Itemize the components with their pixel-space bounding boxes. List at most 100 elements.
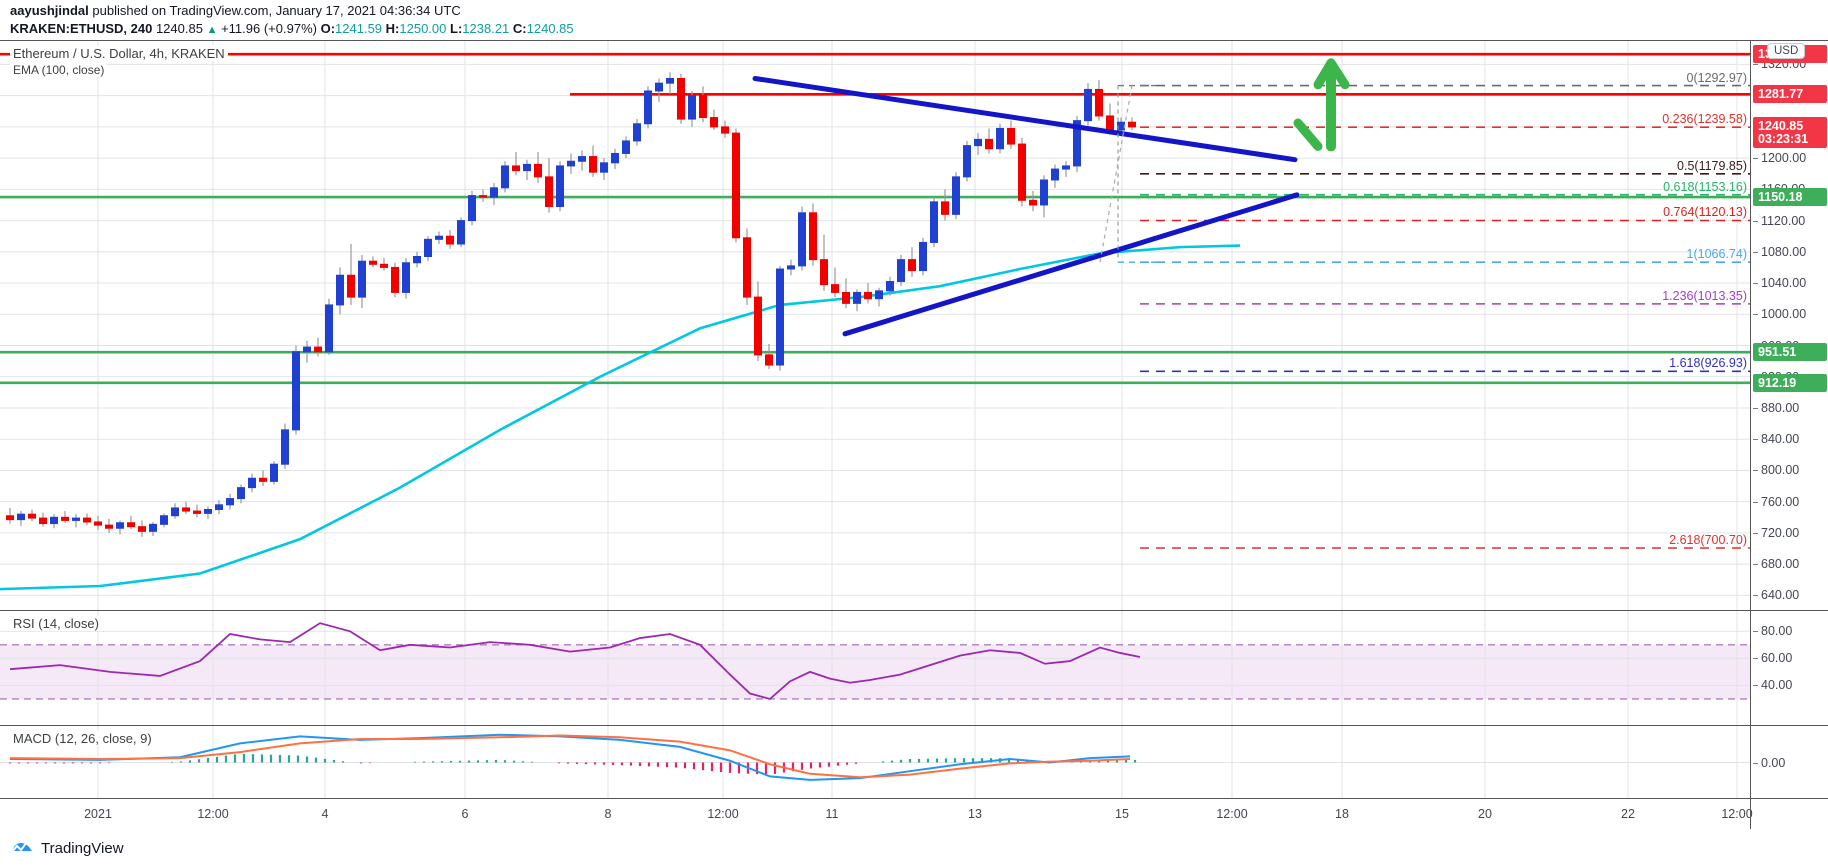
- candle-body: [314, 346, 322, 353]
- descending-resistance: [752, 75, 1298, 163]
- arrow-head-right: [1326, 58, 1350, 90]
- candle-body: [413, 256, 421, 264]
- candle-body: [28, 513, 36, 519]
- candle-body: [479, 195, 487, 198]
- rsi-pane-title: RSI (14, close): [10, 616, 102, 631]
- price-axis-tick: 1120.00: [1752, 213, 1806, 228]
- candle-body: [897, 259, 905, 282]
- candle-body: [237, 487, 245, 500]
- footer: TradingView: [0, 828, 1828, 868]
- candle-body: [1018, 143, 1026, 201]
- candle-body: [886, 280, 894, 292]
- candle-body: [127, 522, 135, 528]
- time-axis-tick: 12:00: [1721, 807, 1753, 821]
- candle-body: [523, 163, 531, 172]
- candle-body: [875, 290, 883, 300]
- macd-svg-layer: [0, 726, 1750, 798]
- rsi-plot-area[interactable]: [0, 611, 1750, 725]
- macd-line: [9, 733, 1131, 781]
- candle-body: [446, 235, 454, 245]
- candle-body: [248, 477, 256, 489]
- fib-level-label: 0.764(1120.13): [1663, 205, 1747, 220]
- price-axis-tick: 720.00: [1752, 525, 1800, 540]
- candle-body: [336, 274, 344, 306]
- price-axis-tick: 640.00: [1752, 588, 1800, 603]
- candle-body: [204, 508, 212, 514]
- price-axis-badge: 1281.77: [1753, 85, 1827, 104]
- candle-body: [402, 262, 410, 293]
- author-name: aayushjindal: [10, 3, 89, 18]
- candle-body: [160, 515, 168, 525]
- candle-body: [292, 351, 300, 431]
- candle-body: [1073, 120, 1081, 167]
- time-axis-tick: 4: [321, 807, 329, 821]
- candle-body: [754, 296, 762, 356]
- price-pane[interactable]: 0(1292.97) 0.236(1239.58) 0.5(1179.85) 0.61…: [0, 40, 1828, 610]
- time-axis-tick: 8: [604, 807, 612, 821]
- low-label: L:: [450, 21, 463, 36]
- time-axis-tick: 22: [1621, 807, 1635, 821]
- price-axis-tick: 880.00: [1752, 400, 1800, 415]
- candle-body: [974, 138, 982, 147]
- candle-body: [600, 162, 608, 173]
- candle-body: [589, 156, 597, 173]
- candle-body: [930, 201, 938, 243]
- time-axis-tick: 12:00: [197, 807, 229, 821]
- candle-body: [534, 163, 542, 178]
- candle-body: [864, 291, 872, 300]
- close-label: C:: [512, 21, 527, 36]
- fib-drag-line: [1099, 85, 1133, 263]
- candle-body: [853, 291, 861, 304]
- high-value: 1250.00: [399, 21, 447, 36]
- candle-body: [996, 127, 1004, 150]
- candle-body: [1062, 165, 1070, 170]
- candle-body: [831, 284, 839, 293]
- fib-level-label: 0(1292.97): [1686, 70, 1747, 85]
- candle-body: [1128, 121, 1136, 128]
- price-axis[interactable]: USD 1320.001280.001240.001200.001160.001…: [1750, 41, 1828, 610]
- macd-plot-area[interactable]: [0, 726, 1750, 798]
- candle-body: [776, 268, 784, 366]
- price-axis-tick: 840.00: [1752, 432, 1800, 447]
- candle-body: [490, 187, 498, 198]
- candle-body: [61, 516, 69, 521]
- candle-body: [787, 265, 795, 270]
- price-axis-tick: 1040.00: [1752, 276, 1807, 291]
- macd-pane[interactable]: 0.00 MACD (12, 26, close, 9): [0, 725, 1828, 798]
- time-axis-tick: 13: [968, 807, 982, 821]
- macd-axis[interactable]: 0.00: [1750, 726, 1828, 798]
- rsi-axis[interactable]: 80.00 60.00 40.00: [1750, 611, 1828, 725]
- candle-body: [567, 160, 575, 167]
- candle-body: [743, 237, 751, 298]
- time-axis[interactable]: 2021 12:00 4 6 8 12:00 11 13 15 12:00 18 20 22 12:00: [0, 798, 1828, 829]
- candle-body: [105, 524, 113, 529]
- candle-body: [380, 263, 388, 268]
- candle-body: [149, 523, 157, 532]
- candle-body: [424, 238, 432, 258]
- rsi-axis-tick: 80.00: [1752, 624, 1793, 639]
- fib-level-label: 0.5(1179.85): [1677, 158, 1747, 173]
- up-triangle-icon: ▲: [206, 24, 218, 36]
- time-axis-separator: [1750, 799, 1751, 829]
- candle-body: [556, 165, 564, 208]
- fib-level-label: 0.236(1239.58): [1662, 112, 1747, 127]
- candle-body: [72, 517, 80, 521]
- rsi-pane[interactable]: 80.00 60.00 40.00 RSI (14, close): [0, 610, 1828, 725]
- candle-body: [369, 260, 377, 265]
- candle-body: [941, 201, 949, 215]
- candle-body: [963, 145, 971, 178]
- candle-body: [655, 82, 663, 92]
- open-value: 1241.59: [335, 21, 383, 36]
- price-plot-area[interactable]: 0(1292.97) 0.236(1239.58) 0.5(1179.85) 0.61…: [0, 41, 1750, 610]
- publication-line: aayushjindal published on TradingView.co…: [10, 2, 1818, 20]
- candle-body: [611, 152, 619, 164]
- published-text: published on TradingView.com, January 17…: [92, 3, 461, 18]
- candle-body: [281, 429, 289, 465]
- tradingview-logo-icon: [11, 841, 32, 853]
- ema-legend: EMA (100, close): [10, 63, 108, 77]
- candle-body: [798, 212, 806, 267]
- candle-body: [1084, 88, 1092, 122]
- candle-body: [83, 517, 91, 523]
- price-axis-tick: 1080.00: [1752, 244, 1807, 259]
- chart-container[interactable]: 0(1292.97) 0.236(1239.58) 0.5(1179.85) 0.61…: [0, 40, 1828, 829]
